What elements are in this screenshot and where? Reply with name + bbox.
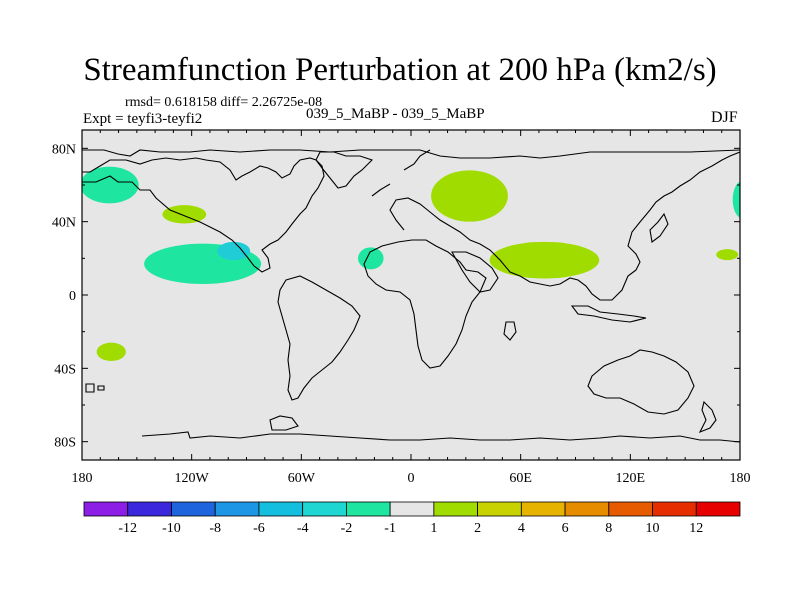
colorbar-box [171, 501, 216, 517]
anomaly-south-asia-positive [489, 241, 600, 279]
colorbar-box [695, 501, 741, 517]
x-tick-label: 60E [509, 471, 532, 486]
colorbar-label: 2 [474, 521, 481, 536]
colorbar-box [652, 501, 697, 517]
colorbar-label: 4 [518, 521, 525, 536]
stats-line: rmsd= 0.618158 diff= 2.26725e-08 [125, 95, 323, 110]
colorbar-label: -1 [384, 521, 396, 536]
japan-coastline [649, 212, 669, 243]
season-label: DJF [711, 109, 738, 126]
axis-layer: 180 120W 60W 0 60E 120E 180 80N 40N 0 40S 80S [52, 130, 751, 486]
anomaly-dateline-negative [732, 181, 740, 218]
antarctica-coastline [141, 415, 740, 443]
subtitle: 039_5_MaBP - 039_5_MaBP [306, 106, 485, 122]
anomaly-south-pacific-positive [96, 342, 126, 362]
americas-coastline [82, 157, 361, 401]
new-zealand-coastline [698, 400, 717, 434]
colorbar-label: 8 [605, 521, 612, 536]
x-tick-label: 0 [408, 471, 415, 486]
colorbar: -12 -10 -8 -6 -4 -2 -1 1 2 4 6 8 10 12 [83, 501, 741, 536]
colorbar-box [520, 501, 566, 517]
australia-coastline [587, 349, 695, 415]
colorbar-label: 1 [430, 521, 437, 536]
x-tick-label: 120W [175, 471, 210, 486]
colorbar-box [345, 501, 391, 517]
anomaly-west-pacific-positive [716, 249, 739, 261]
eurasia-coastline [371, 149, 740, 301]
x-tick-label: 120E [616, 471, 646, 486]
anomaly-mid-pacific-positive [162, 205, 207, 224]
y-tick-label: 80N [52, 142, 76, 157]
y-tick-label: 0 [69, 289, 76, 304]
colorbar-label: -2 [341, 521, 353, 536]
arabia-coastline [451, 251, 499, 293]
colorbar-box [608, 501, 653, 517]
x-tick-label: 180 [72, 471, 93, 486]
colorbar-box [433, 501, 479, 517]
map-background [82, 130, 740, 460]
africa-coastline [363, 239, 487, 369]
anomaly-europe-positive [431, 170, 508, 222]
colorbar-box [214, 501, 260, 517]
arctic-coastline [82, 149, 740, 159]
colorbar-label: -12 [118, 521, 137, 536]
colorbar-box [83, 501, 129, 517]
indonesia-coastline [570, 305, 647, 323]
madagascar-coastline [503, 321, 517, 341]
southern-islands-coastline [85, 383, 105, 393]
experiment-label: Expt = teyfi3-teyfi2 [83, 111, 203, 127]
colorbar-label: 10 [646, 521, 660, 536]
anomaly-layer [82, 166, 740, 362]
colorbar-box [477, 501, 522, 517]
anomaly-tropical-pacific-core [217, 241, 251, 261]
anomaly-atlantic-negative [357, 247, 384, 270]
x-tick-label: 60W [288, 471, 316, 486]
y-tick-label: 80S [54, 436, 76, 451]
colorbar-box [564, 501, 610, 517]
anomaly-north-pacific-negative [82, 166, 139, 204]
colorbar-box [258, 501, 304, 517]
chart-title: Streamfunction Perturbation at 200 hPa (… [83, 52, 717, 88]
colorbar-box [302, 501, 347, 517]
colorbar-box [389, 501, 435, 517]
colorbar-box [127, 501, 172, 517]
map-layer [81, 129, 741, 461]
colorbar-label: -8 [209, 521, 221, 536]
colorbar-label: 6 [562, 521, 569, 536]
colorbar-label: -6 [253, 521, 265, 536]
y-tick-label: 40N [52, 216, 76, 231]
colorbar-label: -4 [297, 521, 309, 536]
y-tick-label: 40S [54, 362, 76, 377]
x-tick-label: 180 [730, 471, 751, 486]
colorbar-label: 12 [689, 521, 703, 536]
coastlines [82, 149, 740, 443]
colorbar-label: -10 [162, 521, 181, 536]
